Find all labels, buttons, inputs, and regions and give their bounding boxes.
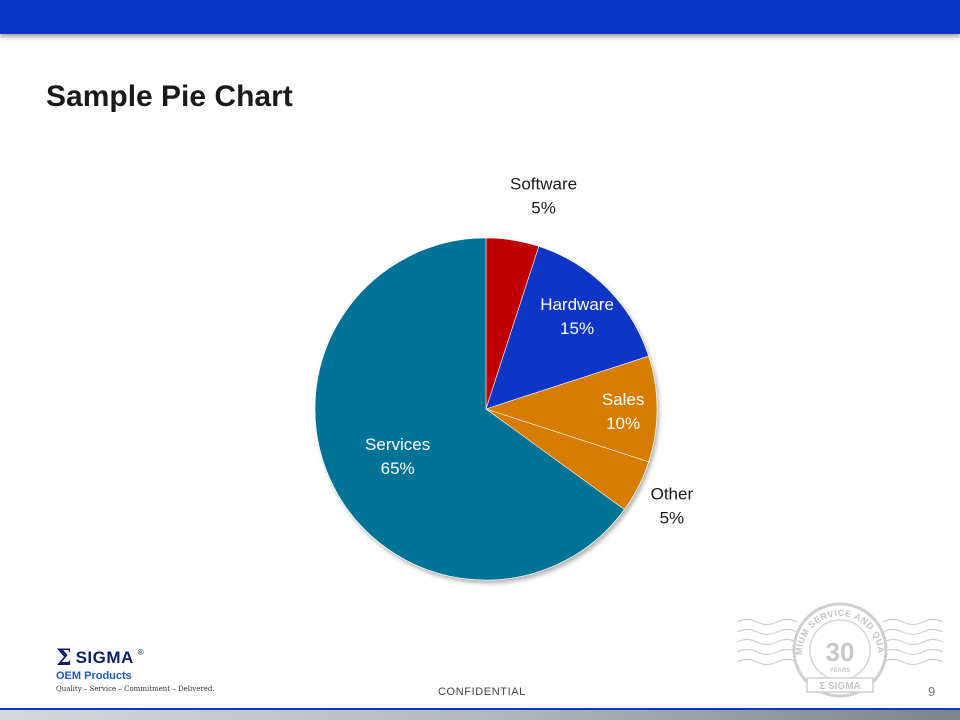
slice-label-sales: Sales 10%: [602, 390, 645, 433]
pie-slice-sales: [485, 355, 658, 463]
slice-label-services: Services 65%: [365, 435, 430, 478]
pie-slice-hardware: [485, 245, 650, 410]
logo-brand: SIGMA: [75, 648, 134, 667]
slice-value-software: 5%: [531, 199, 556, 218]
confidential-label: CONFIDENTIAL: [438, 686, 526, 698]
footer-accent-line: [0, 708, 960, 710]
pie-slice-services: [314, 237, 625, 581]
slice-value-hardware: 15%: [560, 319, 594, 338]
sigma-symbol: Σ: [56, 645, 72, 671]
slice-name-other: Other: [651, 485, 694, 504]
logo-tagline: Quality – Service – Commitment – Deliver…: [56, 685, 215, 693]
seal-brand: Σ SIGMA: [819, 681, 861, 692]
seal-banner: [806, 677, 874, 693]
slice-value-services: 65%: [381, 459, 415, 478]
seal-outer-ring: [792, 602, 888, 698]
logo-product-line: OEM Products: [56, 670, 132, 682]
slice-label-hardware: Hardware 15%: [540, 295, 614, 338]
seal-years: YEARS: [830, 668, 851, 674]
slice-label-software: Software 5%: [510, 175, 577, 218]
page-number: 9: [928, 684, 936, 699]
slice-name-hardware: Hardware: [540, 295, 614, 314]
slide-title: Sample Pie Chart: [46, 80, 293, 113]
slice-label-other: Other 5%: [651, 485, 694, 528]
seal-number: 30: [826, 637, 855, 667]
slice-name-sales: Sales: [602, 390, 645, 409]
registered-mark: ®: [137, 648, 144, 657]
footer-bar: [0, 708, 960, 720]
slice-name-software: Software: [510, 175, 577, 194]
slice-value-other: 5%: [660, 509, 685, 528]
slice-value-sales: 10%: [606, 414, 640, 433]
sigma-logo: Σ SIGMA ® OEM Products Quality – Service…: [56, 645, 215, 693]
header-bar: [0, 0, 960, 34]
seal-wave-lines: [736, 618, 944, 666]
anniversary-seal: PREMIUM SERVICE AND QUALITY 30 YEARS Σ S…: [735, 600, 944, 698]
slice-name-services: Services: [365, 435, 430, 454]
